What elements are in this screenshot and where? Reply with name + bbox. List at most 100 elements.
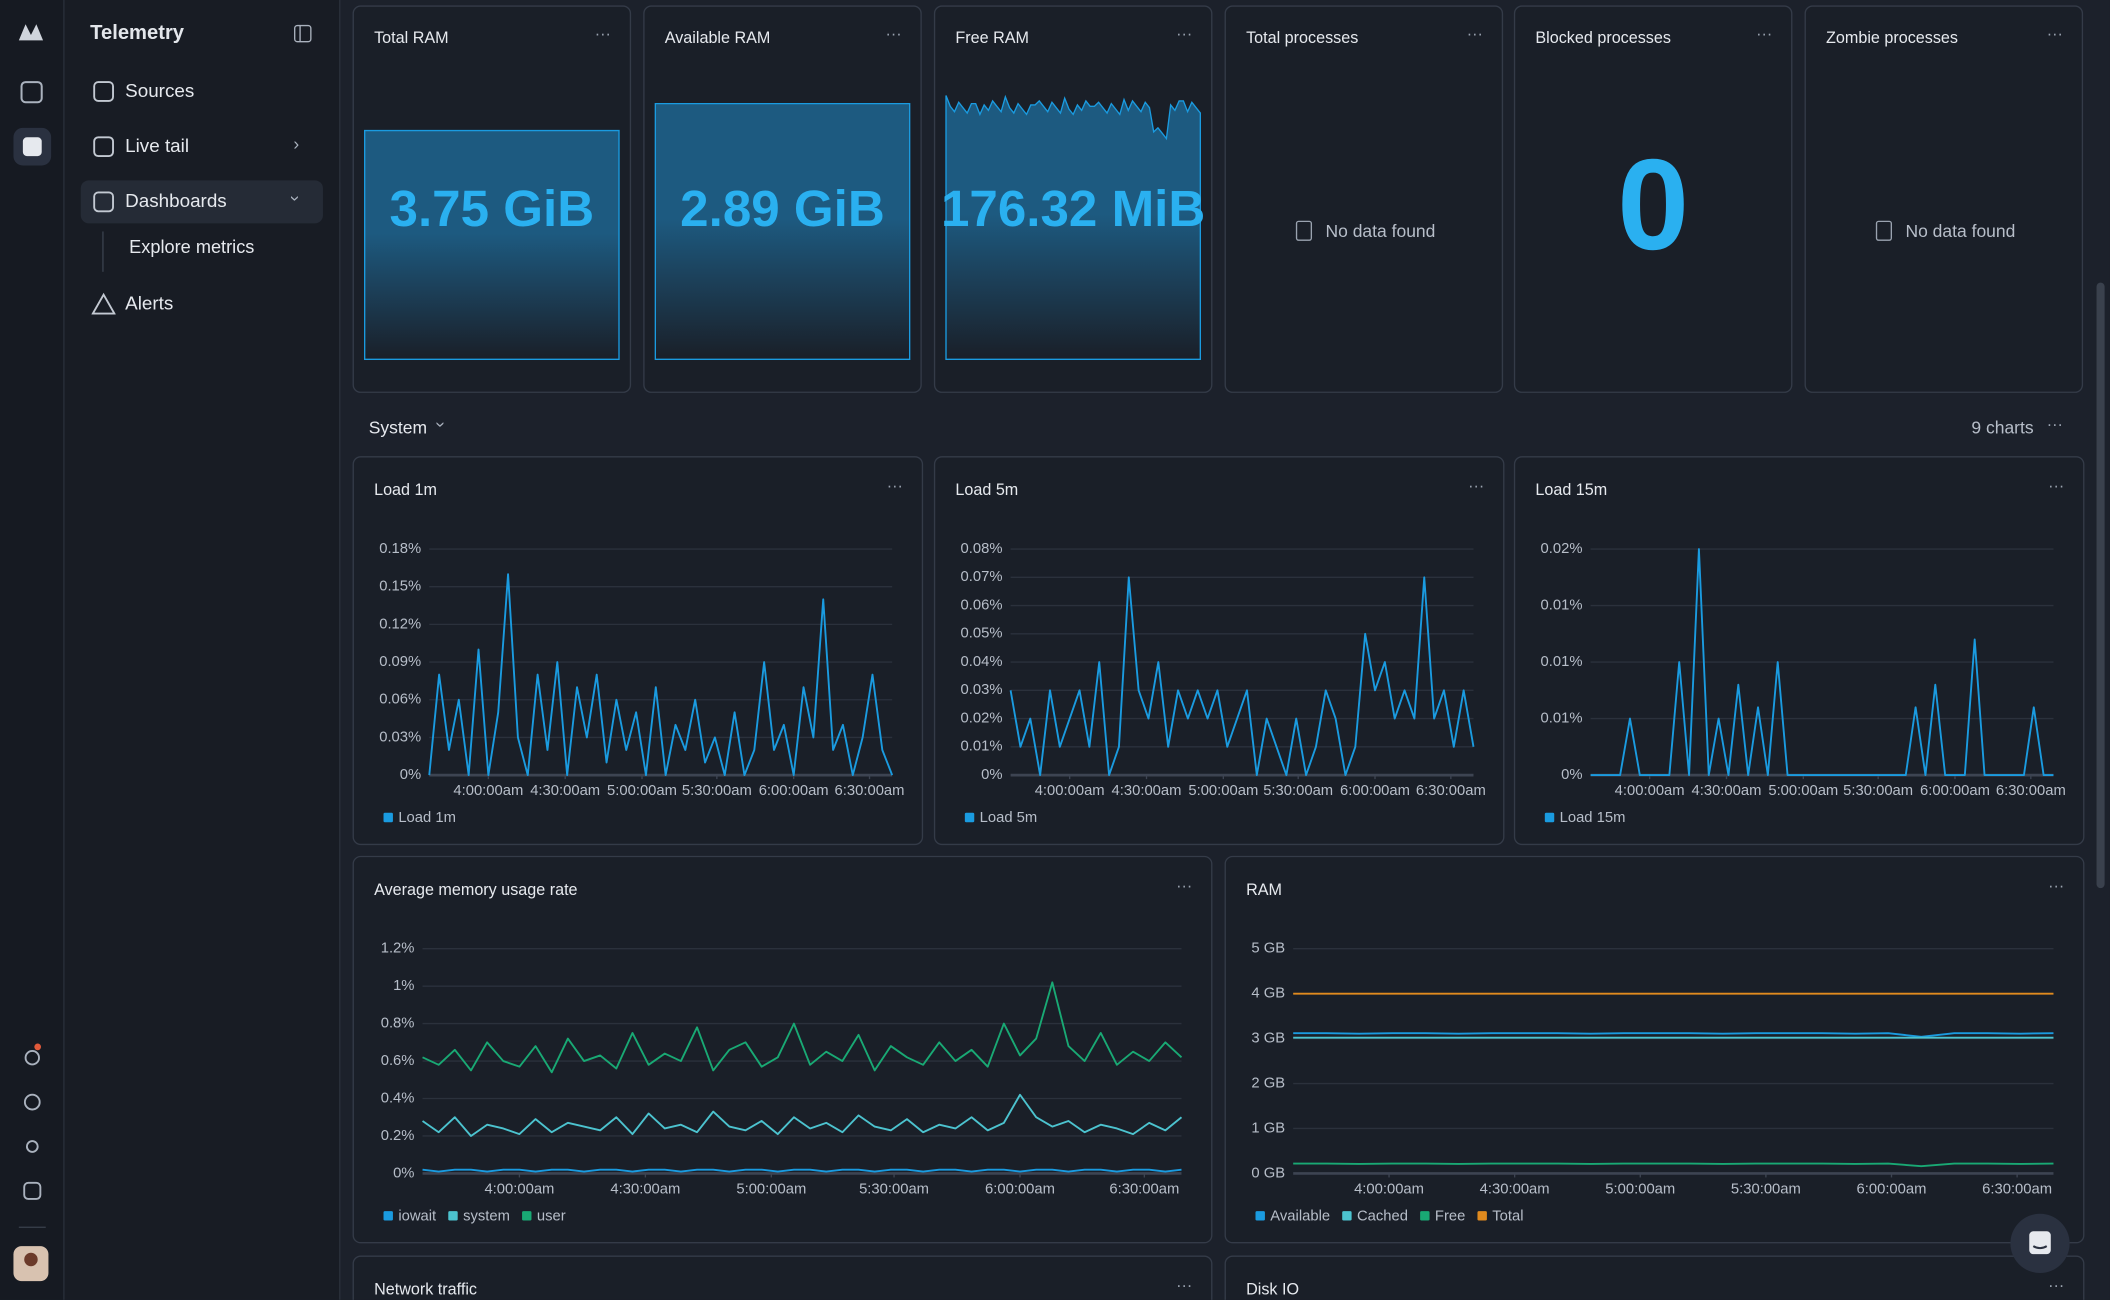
stat-value: 176.32 MiB bbox=[940, 181, 1206, 239]
legend-swatch bbox=[383, 1211, 393, 1221]
collapse-icon[interactable] bbox=[293, 24, 312, 43]
avatar-face bbox=[24, 1252, 38, 1267]
empty-state: No data found bbox=[1325, 220, 1436, 241]
section-title[interactable]: System bbox=[368, 417, 428, 438]
nav-chevron[interactable]: › bbox=[293, 133, 300, 154]
nav-item[interactable]: Dashboards bbox=[125, 189, 227, 212]
stat-value: 2.89 GiB bbox=[680, 181, 885, 239]
series-line bbox=[1293, 1032, 2054, 1038]
y-tick-label: 4 GB bbox=[1251, 986, 1285, 1002]
nav-item[interactable]: Live tail bbox=[125, 134, 190, 157]
x-tick-label: 6:30:00am bbox=[1996, 783, 2066, 799]
legend-label: Load 5m bbox=[980, 810, 1038, 826]
more-menu[interactable]: ··· bbox=[886, 476, 903, 496]
x-tick-label: 5:30:00am bbox=[1731, 1181, 1801, 1197]
nav-icon bbox=[93, 136, 114, 158]
stat-title: Total RAM bbox=[374, 28, 449, 48]
icon[interactable] bbox=[22, 137, 42, 157]
y-tick-label: 0.07% bbox=[961, 569, 1003, 585]
section-menu[interactable]: ··· bbox=[2046, 414, 2063, 434]
legend-swatch bbox=[964, 812, 975, 823]
more-menu[interactable]: ··· bbox=[1176, 876, 1193, 895]
nav-item[interactable]: Sources bbox=[125, 79, 195, 101]
y-tick-label: 0.15% bbox=[379, 579, 421, 595]
stat-card: Zombie processes ··· No data found bbox=[1804, 5, 2084, 393]
stat-title: Available RAM bbox=[664, 28, 771, 48]
y-tick-label: 0.18% bbox=[379, 541, 421, 557]
nav-icon bbox=[93, 191, 114, 213]
more-menu[interactable]: ··· bbox=[885, 24, 902, 44]
section-chevron[interactable]: › bbox=[431, 421, 452, 428]
legend-swatch bbox=[1477, 1211, 1487, 1221]
y-tick-label: 1 GB bbox=[1251, 1120, 1285, 1136]
y-tick-label: 0.6% bbox=[381, 1053, 415, 1069]
more-menu[interactable]: ··· bbox=[2048, 876, 2065, 895]
nav-icon-shape bbox=[93, 81, 114, 102]
nav-icon-shape bbox=[93, 136, 114, 158]
stat-sparkline bbox=[654, 102, 911, 360]
x-tick-label: 5:30:00am bbox=[859, 1181, 929, 1197]
y-tick-label: 0% bbox=[1561, 767, 1582, 783]
chart-title: RAM bbox=[1246, 880, 1282, 899]
x-tick-label: 5:00:00am bbox=[736, 1181, 806, 1197]
nav-icon bbox=[93, 81, 114, 102]
icon[interactable] bbox=[23, 1181, 42, 1200]
section-count: 9 charts bbox=[1971, 417, 2034, 438]
nav-item[interactable]: Explore metrics bbox=[129, 236, 255, 258]
brand: Telemetry bbox=[90, 21, 185, 45]
chart: 0% 0.2% 0.4% 0.6% 0.8% 1% 1.2% 4:00:00am 4:30:00… bbox=[381, 941, 1183, 1224]
icon[interactable] bbox=[24, 1050, 40, 1066]
icon[interactable] bbox=[23, 1093, 41, 1111]
stat-card: Blocked processes ··· 0 bbox=[1513, 5, 1793, 393]
stat-title: Free RAM bbox=[955, 28, 1030, 48]
series-line bbox=[422, 981, 1183, 1074]
icon-rail bbox=[0, 0, 65, 1300]
logo bbox=[18, 24, 44, 41]
y-tick-label: 0.8% bbox=[381, 1016, 415, 1032]
y-tick-label: 2 GB bbox=[1251, 1075, 1285, 1091]
y-tick-label: 0.04% bbox=[961, 654, 1003, 670]
legend-swatch bbox=[522, 1211, 532, 1221]
stat-card: Free RAM ··· 176.32 MiB bbox=[933, 5, 1213, 393]
chart-title: Load 1m bbox=[374, 480, 437, 500]
more-menu[interactable]: ··· bbox=[2048, 476, 2065, 496]
chat-button[interactable] bbox=[2010, 1213, 2070, 1273]
more-menu[interactable]: ··· bbox=[1466, 24, 1483, 44]
rail-icons bbox=[13, 24, 52, 1282]
chart: 0% 0.03% 0.06% 0.09% 0.12% 0.15% 0.18% 4:00:00a… bbox=[379, 541, 905, 826]
y-tick-label: 0% bbox=[393, 1165, 414, 1181]
x-tick-label: 6:00:00am bbox=[1920, 783, 1990, 799]
x-tick-label: 4:30:00am bbox=[1112, 783, 1182, 799]
chart-card: Load 5m ··· 0% 0.01% 0.02% 0.03% 0.04% 0.05% 0.0… bbox=[933, 456, 1505, 846]
x-tick-label: 4:00:00am bbox=[1354, 1181, 1424, 1197]
icon[interactable] bbox=[20, 81, 43, 104]
y-tick-label: 0 GB bbox=[1251, 1165, 1285, 1181]
nav-item[interactable]: Alerts bbox=[125, 292, 174, 314]
more-menu[interactable]: ··· bbox=[1176, 1275, 1193, 1295]
more-menu[interactable]: ··· bbox=[1468, 476, 1485, 496]
stat-title: Total processes bbox=[1246, 28, 1359, 48]
y-tick-label: 0.01% bbox=[1541, 710, 1583, 726]
y-tick-label: 3 GB bbox=[1251, 1030, 1285, 1046]
legend-label: user bbox=[537, 1208, 566, 1224]
more-menu[interactable]: ··· bbox=[594, 24, 611, 44]
stat-title: Blocked processes bbox=[1535, 28, 1671, 48]
y-tick-label: 0.01% bbox=[1541, 597, 1583, 613]
x-tick-label: 6:30:00am bbox=[835, 783, 905, 799]
y-tick-label: 0.12% bbox=[379, 616, 421, 632]
stat-sparkline bbox=[364, 129, 620, 360]
icon[interactable] bbox=[25, 1140, 39, 1153]
more-menu[interactable]: ··· bbox=[2046, 24, 2063, 44]
more-menu[interactable]: ··· bbox=[2048, 1275, 2065, 1295]
x-tick-label: 6:00:00am bbox=[759, 783, 829, 799]
more-menu[interactable]: ··· bbox=[1756, 24, 1773, 44]
y-tick-label: 0.03% bbox=[961, 682, 1003, 698]
x-tick-label: 6:00:00am bbox=[1857, 1181, 1927, 1197]
x-tick-label: 4:00:00am bbox=[453, 783, 523, 799]
y-tick-label: 0.01% bbox=[961, 739, 1003, 755]
more-menu[interactable]: ··· bbox=[1176, 24, 1193, 44]
stat-area bbox=[654, 102, 911, 360]
legend-label: Load 15m bbox=[1560, 810, 1626, 826]
